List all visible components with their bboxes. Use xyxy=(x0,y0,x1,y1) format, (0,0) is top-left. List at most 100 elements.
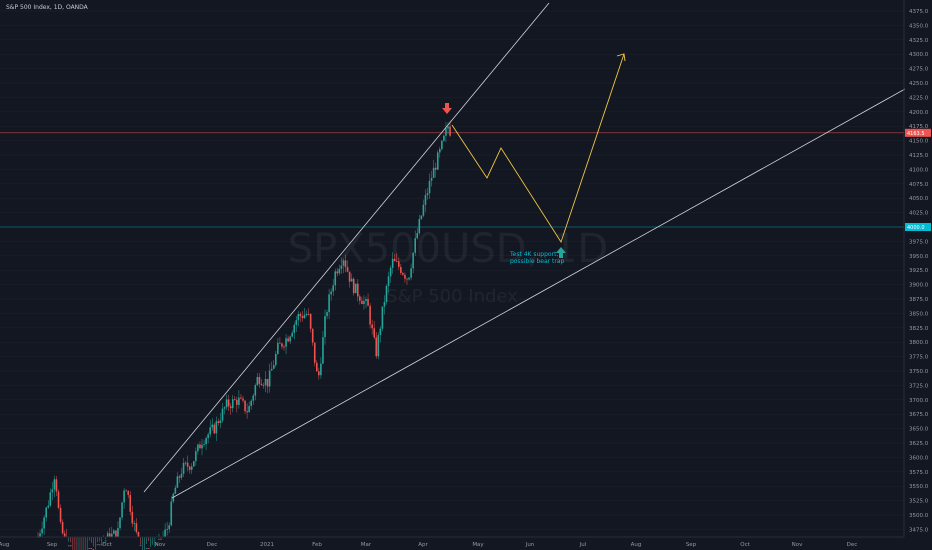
candle xyxy=(168,522,170,533)
candle xyxy=(217,418,220,426)
candle xyxy=(240,394,242,400)
candle xyxy=(137,531,140,537)
candle xyxy=(100,537,103,546)
candle xyxy=(428,173,431,200)
candle xyxy=(154,537,156,547)
candle xyxy=(234,396,236,401)
y-tick-label: 3550.0 xyxy=(909,484,929,490)
candle xyxy=(108,527,111,537)
candle xyxy=(387,271,390,293)
candle xyxy=(95,537,96,550)
candle xyxy=(59,504,62,524)
candle xyxy=(404,272,406,283)
y-tick-label: 3525.0 xyxy=(909,499,929,505)
candle xyxy=(262,382,265,389)
candle xyxy=(111,526,113,537)
candle xyxy=(164,523,166,537)
horizontal-lines xyxy=(0,132,904,228)
candle xyxy=(379,326,382,343)
candle xyxy=(305,310,308,317)
candle xyxy=(213,422,216,435)
candle xyxy=(318,367,320,380)
candle xyxy=(400,263,402,276)
candle xyxy=(272,360,275,370)
candle xyxy=(258,373,261,388)
candle xyxy=(307,308,310,316)
candle xyxy=(80,537,82,550)
upper-trendline[interactable] xyxy=(143,2,550,493)
candle xyxy=(104,537,107,542)
candle xyxy=(332,278,334,297)
candle xyxy=(242,395,244,403)
candle xyxy=(188,465,191,474)
candle xyxy=(406,277,408,285)
up-arrow-marker xyxy=(556,247,566,258)
candle xyxy=(248,401,250,413)
candle xyxy=(47,500,50,509)
candle xyxy=(369,303,371,329)
candle xyxy=(72,537,74,550)
candle xyxy=(391,252,394,274)
candle xyxy=(436,150,439,171)
candle xyxy=(150,537,151,548)
lower-trendline[interactable] xyxy=(171,88,906,499)
candle xyxy=(324,309,326,345)
y-tick-label: 4250.0 xyxy=(909,81,929,87)
candle xyxy=(61,519,64,535)
candle xyxy=(445,121,447,143)
candle xyxy=(279,337,281,344)
y-tick-label: 4325.0 xyxy=(909,38,929,44)
candle xyxy=(443,134,445,142)
y-tick-label: 3675.0 xyxy=(909,412,929,418)
candle xyxy=(203,439,205,448)
candle xyxy=(320,357,322,379)
trendlines[interactable] xyxy=(143,2,906,499)
candle xyxy=(170,496,173,527)
y-tick-label: 3800.0 xyxy=(909,340,929,346)
x-tick-label: Apr xyxy=(418,542,428,548)
candle xyxy=(117,521,119,537)
y-tick-label: 3975.0 xyxy=(909,239,929,245)
candle xyxy=(121,501,123,521)
candle xyxy=(328,288,330,320)
candle xyxy=(275,350,277,368)
price-axis[interactable]: 3475.0 3500.0 3525.0 3550.0 3575.0 3600.0 3625… xyxy=(909,9,929,533)
x-tick-label: Feb xyxy=(312,542,322,548)
candle xyxy=(393,254,396,262)
candle xyxy=(174,485,177,494)
candle xyxy=(145,537,148,550)
candle xyxy=(361,296,363,305)
candle xyxy=(135,518,138,535)
candle xyxy=(229,403,232,415)
annotation-line-1: Test 4K support, xyxy=(509,251,558,258)
y-tick-label: 3750.0 xyxy=(909,369,929,375)
candle xyxy=(381,306,384,332)
candle xyxy=(256,373,259,386)
x-tick-label: Mar xyxy=(361,542,372,548)
candle xyxy=(408,277,410,281)
candle xyxy=(414,230,416,257)
projection-path[interactable] xyxy=(451,53,625,244)
x-tick-label: Sep xyxy=(686,542,697,548)
watermark-name: S&P 500 Index xyxy=(386,286,518,307)
y-tick-label: 3925.0 xyxy=(909,268,929,274)
candle xyxy=(197,443,199,455)
candle xyxy=(53,475,56,498)
price-tag xyxy=(905,223,931,231)
candle xyxy=(268,363,271,393)
candle xyxy=(420,215,423,221)
candle xyxy=(86,537,88,550)
candle xyxy=(115,530,117,537)
candle xyxy=(129,491,132,516)
candle xyxy=(41,521,43,537)
x-tick-label: 2021 xyxy=(260,542,274,548)
candle xyxy=(342,258,345,274)
candle xyxy=(330,288,332,301)
candle xyxy=(106,531,109,537)
x-tick-label: Oct xyxy=(102,542,112,548)
candle xyxy=(301,311,304,322)
candle xyxy=(270,361,273,371)
time-axis[interactable]: Aug Sep Oct Nov Dec 2021 Feb Mar Apr May Jun Jul Aug… xyxy=(0,542,857,548)
candle xyxy=(98,537,101,546)
